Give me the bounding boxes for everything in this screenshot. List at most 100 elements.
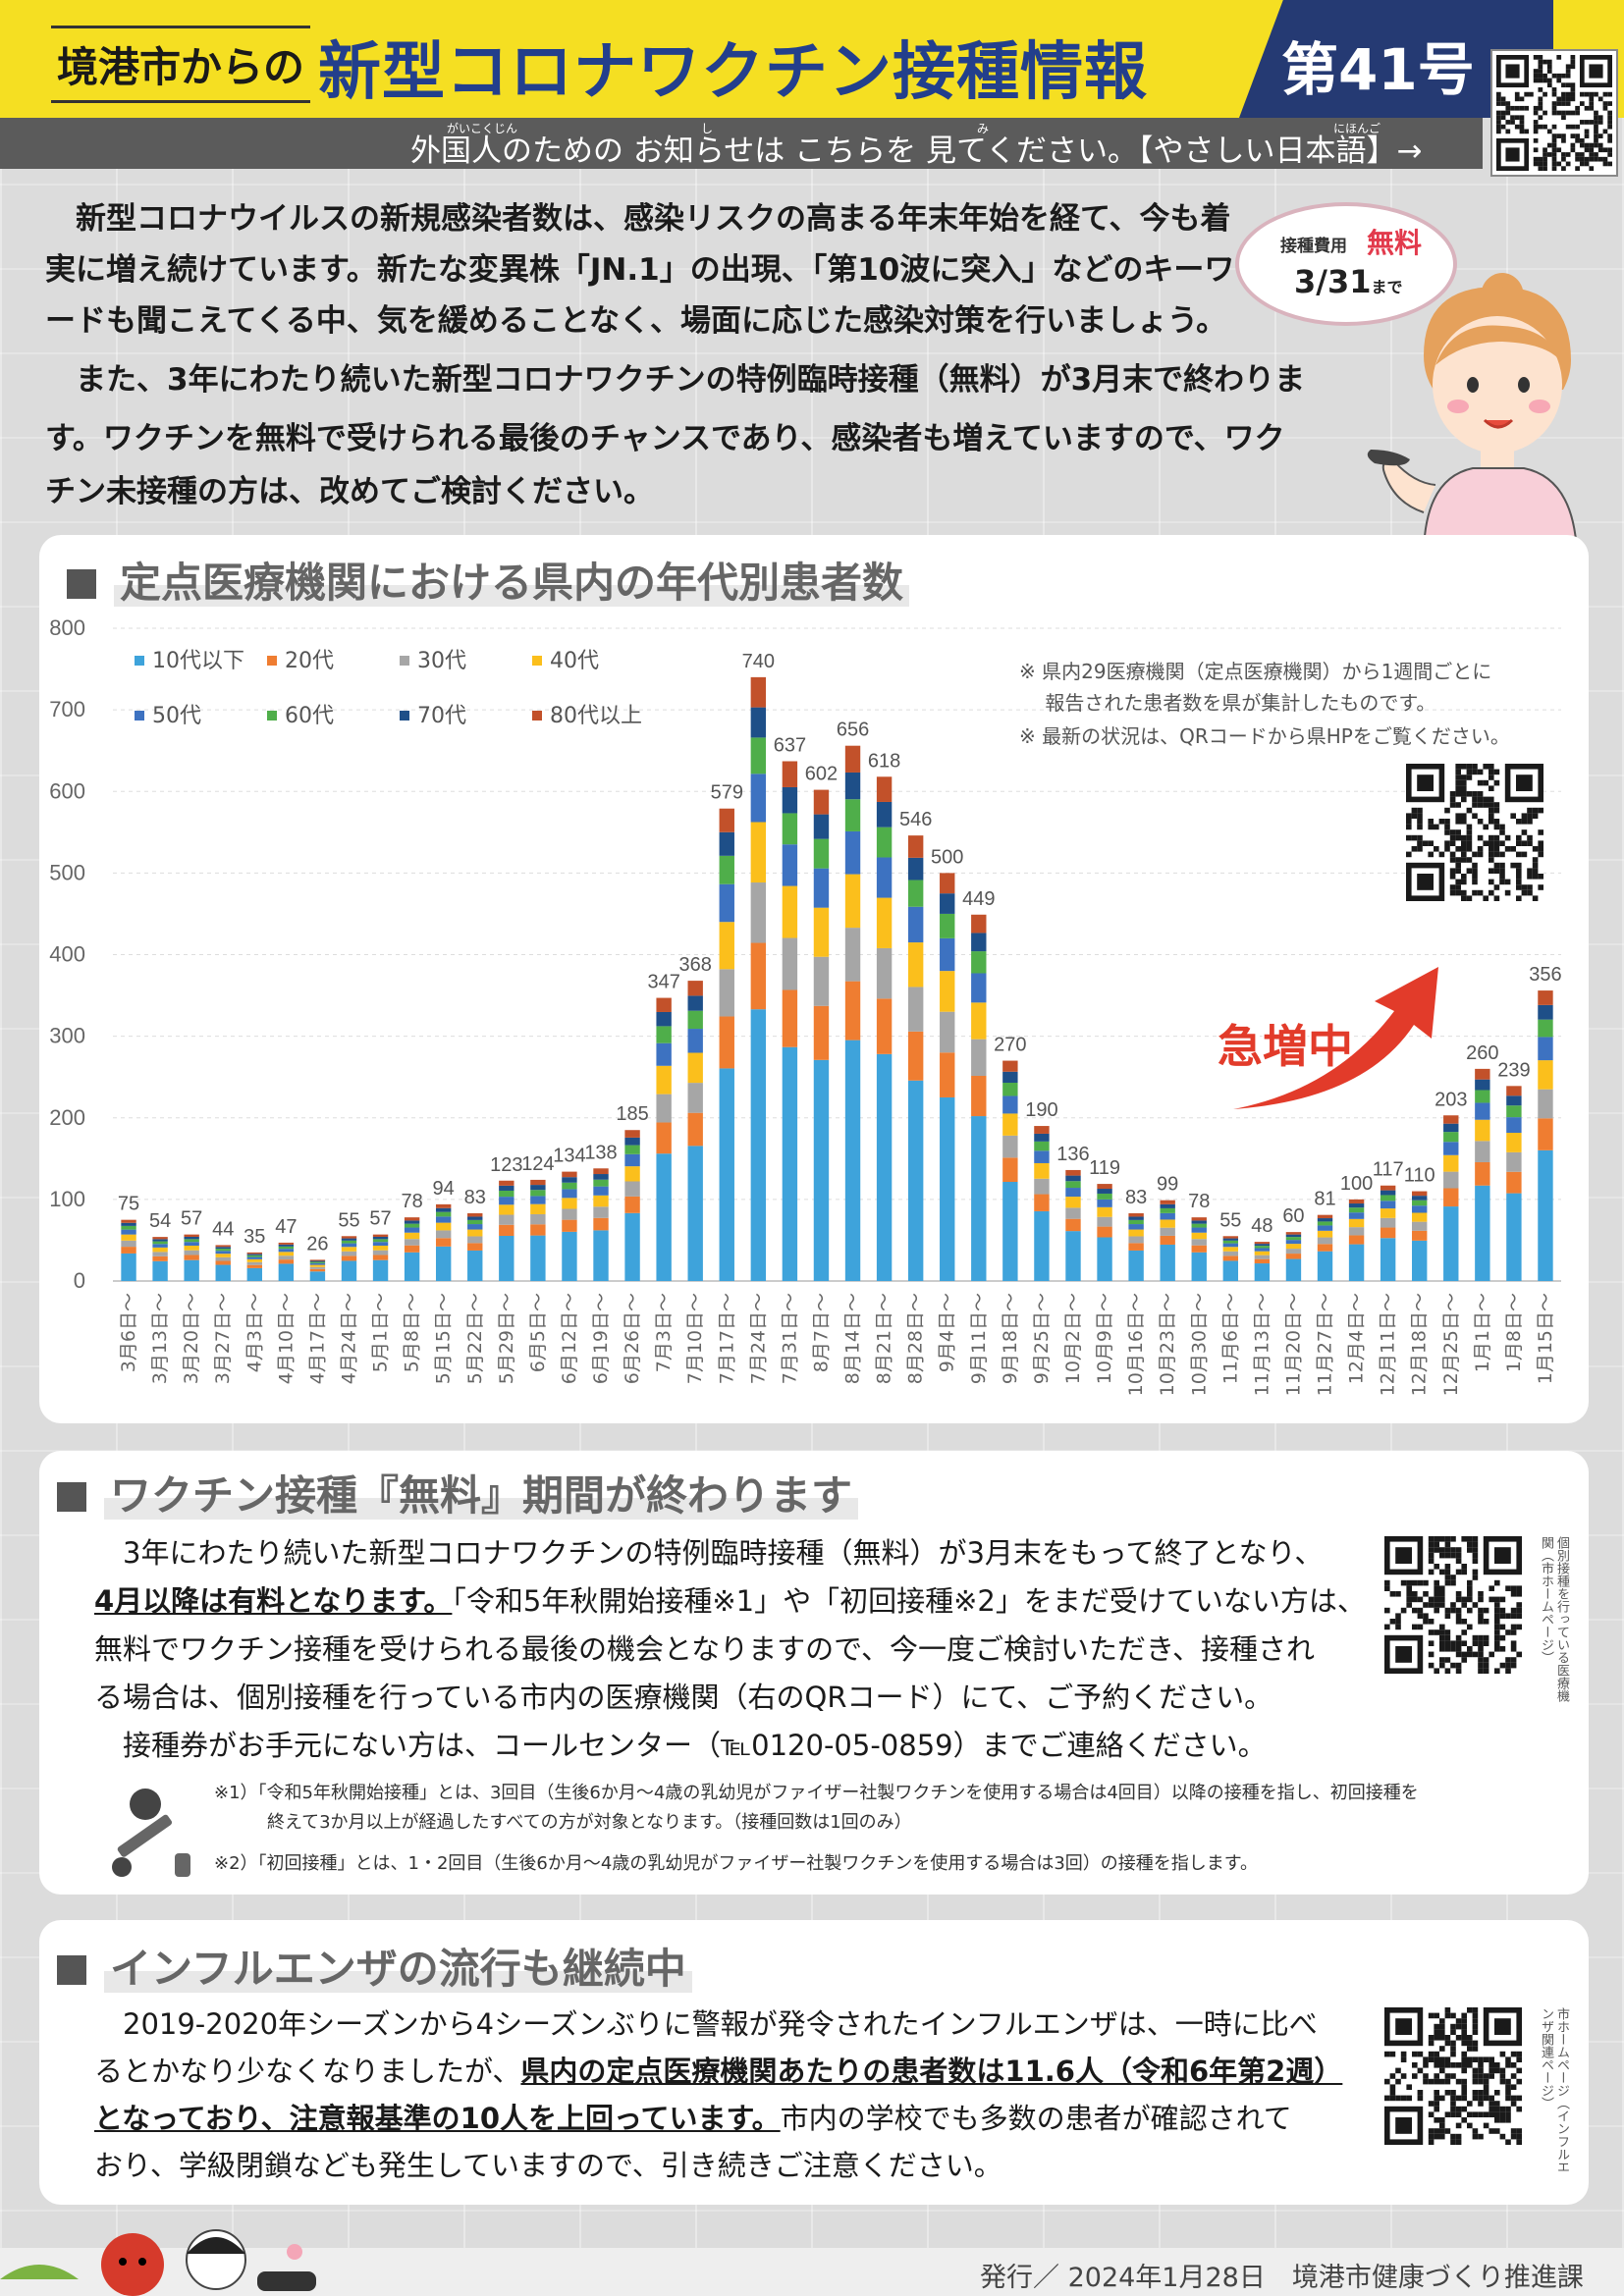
bar-segment xyxy=(341,1236,357,1239)
bar-segment xyxy=(1191,1232,1207,1240)
bar-segment xyxy=(499,1197,514,1205)
bar-segment xyxy=(121,1229,136,1235)
bar-segment xyxy=(152,1252,168,1256)
bar-segment xyxy=(184,1239,199,1243)
bar-segment xyxy=(844,928,861,982)
bar-segment xyxy=(907,857,924,881)
influenza-text: 2019-2020年シーズンから4シーズンぶりに警報が発令されたインフルエンザは… xyxy=(94,2007,1318,2041)
x-tick-label: 9月18日～ xyxy=(1000,1293,1021,1384)
bar-segment xyxy=(152,1260,168,1281)
y-tick-label: 400 xyxy=(49,942,85,967)
bar-segment xyxy=(844,874,861,929)
bar-segment xyxy=(530,1203,546,1214)
bar-segment xyxy=(750,676,767,708)
bar-segment xyxy=(467,1229,483,1237)
y-tick-label: 500 xyxy=(49,860,85,884)
bar-segment xyxy=(876,947,893,999)
ruby-text: し xyxy=(701,122,714,135)
bar-segment xyxy=(719,1068,734,1281)
bar-segment xyxy=(907,880,924,907)
x-tick-label: 4月10日～ xyxy=(275,1293,297,1384)
bar-segment xyxy=(1128,1236,1144,1244)
foreign-info-link[interactable]: 外国人のための お知らせは こちらを 見てください。【やさしい日本語】→ xyxy=(410,133,1423,169)
y-tick-label: 800 xyxy=(49,615,85,640)
bar-total-label: 110 xyxy=(1404,1165,1435,1187)
bar-segment xyxy=(971,933,987,952)
bar-segment xyxy=(246,1267,262,1281)
bar-segment xyxy=(309,1261,326,1263)
bar-segment xyxy=(1097,1237,1112,1281)
bar-segment xyxy=(750,707,767,738)
bar-segment xyxy=(1475,1185,1490,1281)
x-tick-label: 7月31日～ xyxy=(779,1293,800,1384)
bar-segment xyxy=(844,745,861,773)
x-tick-label: 5月22日～ xyxy=(464,1293,486,1384)
header-qr-code[interactable] xyxy=(1492,51,1616,175)
x-tick-label: 8月7日～ xyxy=(810,1293,832,1372)
bar-total-label: 356 xyxy=(1529,964,1561,986)
bubble-date: 3/31まで xyxy=(1294,263,1403,300)
bar-segment xyxy=(184,1234,199,1237)
bar-segment xyxy=(1160,1203,1175,1208)
bar-total-label: 123 xyxy=(490,1154,522,1176)
bar-total-label: 47 xyxy=(275,1216,297,1238)
bar-segment xyxy=(562,1231,577,1281)
bar-segment xyxy=(1097,1199,1112,1207)
bar-segment xyxy=(1380,1201,1396,1209)
bar-segment xyxy=(1538,1089,1553,1119)
bar-segment xyxy=(1412,1205,1428,1213)
bar-total-label: 138 xyxy=(584,1142,617,1163)
bubble-label: 接種費用 xyxy=(1280,237,1347,256)
bar-segment xyxy=(719,808,734,832)
bar-segment xyxy=(782,761,798,787)
bar-segment xyxy=(1065,1175,1081,1182)
bar-total-label: 190 xyxy=(1025,1099,1057,1121)
bar-segment xyxy=(562,1219,577,1232)
bar-segment xyxy=(813,838,830,869)
bar-segment xyxy=(215,1260,231,1265)
bar-total-label: 449 xyxy=(962,888,995,910)
bar-segment xyxy=(184,1242,199,1246)
bar-segment xyxy=(121,1240,136,1248)
bar-total-label: 546 xyxy=(899,809,932,830)
chart-note: 報告された患者数を県が集計したものです。 xyxy=(1019,691,1436,715)
bar-total-label: 81 xyxy=(1314,1189,1335,1210)
bar-segment xyxy=(530,1190,546,1197)
bar-total-label: 100 xyxy=(1340,1173,1373,1195)
bar-segment xyxy=(1128,1216,1144,1220)
bar-segment xyxy=(593,1217,609,1231)
x-tick-label: 6月19日～ xyxy=(590,1293,612,1384)
bar-segment xyxy=(593,1186,609,1196)
bar-segment xyxy=(1097,1184,1112,1190)
bar-segment xyxy=(1475,1102,1490,1120)
bar-segment xyxy=(309,1268,326,1272)
bar-segment xyxy=(1160,1235,1175,1245)
x-tick-label: 3月13日～ xyxy=(149,1293,171,1384)
influenza-qr-code[interactable] xyxy=(1384,2007,1522,2145)
bar-segment xyxy=(372,1250,389,1255)
bar-total-label: 239 xyxy=(1497,1059,1530,1081)
bar-segment xyxy=(687,1083,703,1113)
legend-swatch xyxy=(267,711,277,721)
bar-segment xyxy=(1506,1193,1522,1281)
prefecture-qr-code[interactable] xyxy=(1406,764,1543,901)
bar-total-label: 78 xyxy=(401,1191,422,1212)
bar-segment xyxy=(152,1247,168,1253)
x-tick-label: 11月13日～ xyxy=(1251,1293,1272,1396)
bar-segment xyxy=(1034,1150,1050,1163)
clinic-qr-code[interactable] xyxy=(1384,1536,1522,1674)
bar-segment xyxy=(121,1247,136,1254)
bar-segment xyxy=(1348,1235,1365,1245)
bar-segment xyxy=(593,1174,609,1180)
bar-segment xyxy=(246,1255,262,1257)
bar-segment xyxy=(971,951,987,974)
legend-swatch xyxy=(267,656,277,666)
legend-label: 20代 xyxy=(285,649,334,673)
bar-segment xyxy=(1317,1251,1333,1281)
bar-total-label: 117 xyxy=(1373,1159,1404,1181)
bar-segment xyxy=(1506,1117,1522,1134)
bar-segment xyxy=(876,998,893,1054)
bar-total-label: 656 xyxy=(837,720,869,741)
bar-segment xyxy=(1191,1223,1207,1228)
bar-total-label: 44 xyxy=(212,1218,234,1240)
